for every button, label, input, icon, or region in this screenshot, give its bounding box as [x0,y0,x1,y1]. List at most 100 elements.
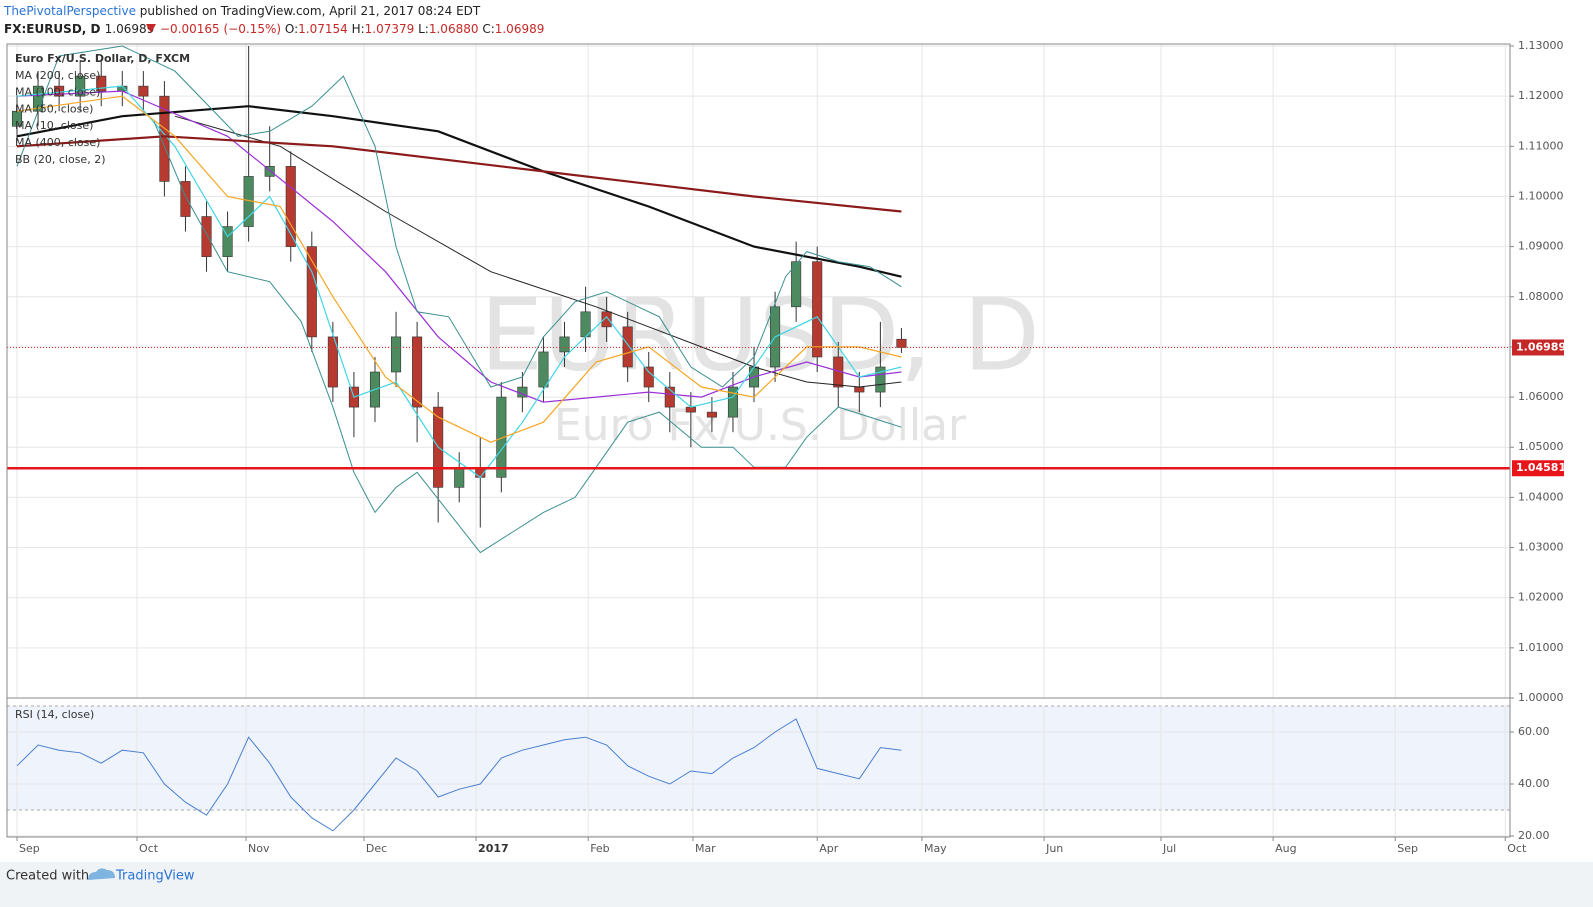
y-tick-label: 1.03000 [1518,541,1564,554]
change: −0.00165 (−0.15%) [160,22,281,36]
candle-body [875,366,886,393]
candle-body [643,366,654,388]
last-price-tag [1512,339,1564,356]
footer-created: Created with [6,869,89,884]
y-tick-label: 1.02000 [1518,591,1564,604]
candle-body [454,466,465,488]
y-tick-label: 1.10000 [1518,189,1564,202]
x-tick-label: Sep [19,842,40,855]
candle-body [791,261,802,308]
x-tick-label: Oct [1507,842,1527,855]
x-tick-label: Nov [248,842,270,855]
candle-body [412,336,423,408]
ma-line [16,95,902,443]
y-tick-label: 1.04000 [1518,490,1564,503]
published: published on TradingView.com, April 21, … [140,4,481,18]
ma-line [16,85,902,479]
y-tick-label: 60.00 [1518,725,1550,738]
rsi-title: RSI (14, close) [15,708,94,721]
y-tick-label: 1.08000 [1518,290,1564,303]
candle-body [285,166,296,247]
ma-line [16,90,902,403]
plot [7,45,1510,832]
legend-entry: BB (20, close, 2) [15,153,106,166]
o-label: O: [285,22,298,36]
x-tick-label: May [924,842,947,855]
candle-body [75,75,86,97]
ma-line [16,135,902,213]
candle-body [159,95,170,182]
y-tick-label: 1.12000 [1518,89,1564,102]
frame [6,43,1511,838]
h-label: H: [352,22,365,36]
footer-brand[interactable]: TradingView [115,869,195,884]
candle-body [601,311,612,328]
watermark: EURUSD, D [480,276,1040,393]
x-tick-label: Mar [695,842,716,855]
x-tick-label: Jul [1162,842,1176,855]
candle-body [727,386,739,418]
y-tick-label: 1.00000 [1518,691,1564,704]
last-price-label: 1.06989 [1516,340,1566,353]
grid: EURUSD, D Euro Fx/U.S. Dollar [7,44,1510,837]
candle-body [538,351,549,388]
legend-title: Euro Fx/U.S. Dollar, D, FXCM [15,52,190,65]
x-tick-label: Aug [1275,842,1296,855]
candle-body [622,326,633,368]
legend-entry: MA (100, close) [15,86,100,99]
l-label: L: [418,22,429,36]
y-tick-label: 1.13000 [1518,39,1564,52]
ma-line [16,45,902,388]
c-label: C: [482,22,494,36]
candle-body [264,166,275,177]
legend-entry: MA (50, close) [15,102,93,115]
candle-body [496,396,507,478]
candle-body [138,85,149,97]
x-tick-label: Jun [1045,842,1063,855]
rsi-line [16,718,902,832]
candle-body [222,226,233,257]
candle-body [664,386,675,408]
y-tick-label: 1.11000 [1518,139,1564,152]
symbol: FX:EURUSD, D [4,22,101,36]
candle-body [391,336,402,373]
h-value: 1.07379 [365,22,415,36]
x-tick-label: Apr [819,842,839,855]
candle-body [812,261,823,358]
o-value: 1.07154 [298,22,348,36]
legend-entry: MA (10, close) [15,119,93,132]
x-tick-label: Sep [1397,842,1418,855]
l-value: 1.06880 [429,22,479,36]
author[interactable]: ThePivotalPerspective [3,4,136,18]
candle-body [180,181,191,217]
ma-line [174,115,902,388]
y-tick-label: 20.00 [1518,829,1550,842]
down-arrow [146,24,156,33]
tradingview-logo [88,868,115,880]
legend-entry: MA (400, close) [15,136,100,149]
footer-bar [0,862,1593,907]
candle-body [685,406,696,413]
candle-body [706,411,717,418]
y-tick-label: 40.00 [1518,777,1550,790]
ma-line [16,105,902,278]
y-tick-label: 1.05000 [1518,440,1564,453]
candle-body [201,216,212,257]
header-line-1: ThePivotalPerspective published on Tradi… [3,4,481,18]
y-tick-label: 1.06000 [1518,390,1564,403]
x-tick-label: Dec [366,842,387,855]
candle-body [96,75,107,92]
watermark-subtitle: Euro Fx/U.S. Dollar [554,400,967,451]
y-tick-label: 1.01000 [1518,641,1564,654]
candle-body [327,336,338,388]
rsi-band [7,706,1510,810]
legend-entry: MA (200, close) [15,69,100,82]
candle-body [854,386,865,393]
price-tag [1512,460,1564,477]
candle-body [559,336,570,353]
header-line-2: FX:EURUSD, D 1.06989 [4,22,154,36]
x-tick-label: Oct [139,842,159,855]
last-price: 1.06989 [105,22,155,36]
y-tick-label: 1.09000 [1518,240,1564,253]
